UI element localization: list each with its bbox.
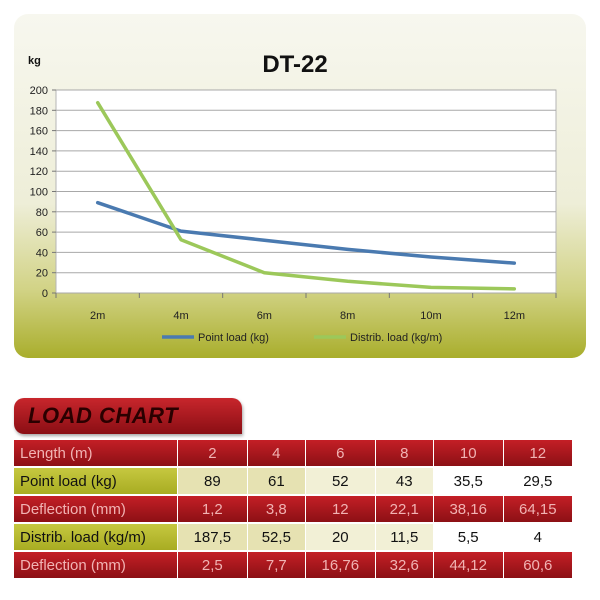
y-tick-label: 160 xyxy=(30,126,48,138)
table-cell: 6 xyxy=(305,440,376,466)
table-row: Point load (kg) 89 61 52 43 35,5 29,5 xyxy=(14,468,572,494)
chart-panel: DT-22 kg 0 20 40 60 80 100 120 140 160 180 200 2m 4m… xyxy=(14,14,586,358)
y-tick-label: 180 xyxy=(30,105,48,117)
y-tick-label: 80 xyxy=(36,207,48,219)
table-cell: 187,5 xyxy=(178,524,248,550)
chart-title: DT-22 xyxy=(262,51,327,78)
table-cell: 2 xyxy=(178,440,248,466)
y-tick-label: 140 xyxy=(30,146,48,158)
x-tick-label: 4m xyxy=(173,310,188,322)
table-cell: 20 xyxy=(305,524,376,550)
table-cell: 35,5 xyxy=(433,468,504,494)
table-cell: 32,6 xyxy=(375,552,434,578)
table-cell: 2,5 xyxy=(178,552,248,578)
table-cell: 12 xyxy=(503,440,572,466)
row-label: Deflection (mm) xyxy=(14,552,178,578)
table-cell: 52 xyxy=(305,468,376,494)
table-cell: 22,1 xyxy=(375,496,434,522)
table-cell: 29,5 xyxy=(503,468,572,494)
row-label: Length (m) xyxy=(14,440,178,466)
table-cell: 10 xyxy=(433,440,504,466)
y-tick-label: 100 xyxy=(30,187,48,199)
table-cell: 4 xyxy=(247,440,306,466)
y-tick-label: 200 xyxy=(30,85,48,97)
table-cell: 60,6 xyxy=(503,552,572,578)
row-label: Point load (kg) xyxy=(14,468,178,494)
x-tick-label: 10m xyxy=(420,310,441,322)
y-tick-label: 120 xyxy=(30,166,48,178)
legend-label-1: Point load (kg) xyxy=(198,332,269,344)
line-chart: DT-22 kg 0 20 40 60 80 100 120 140 160 180 200 2m 4m… xyxy=(28,51,557,344)
table-row: Deflection (mm) 2,5 7,7 16,76 32,6 44,12 60,6 xyxy=(14,552,572,578)
table-row: Deflection (mm) 1,2 3,8 12 22,1 38,16 64,15 xyxy=(14,496,572,522)
series-line-1 xyxy=(95,200,517,265)
load-chart-heading: LOAD CHART xyxy=(14,398,242,434)
table-cell: 89 xyxy=(178,468,248,494)
table-cell: 3,8 xyxy=(247,496,306,522)
table-cell: 43 xyxy=(375,468,434,494)
table-cell: 4 xyxy=(503,524,572,550)
y-tick-label: 20 xyxy=(36,268,48,280)
table-row: Distrib. load (kg/m) 187,5 52,5 20 11,5 5,5 4 xyxy=(14,524,572,550)
table-cell: 61 xyxy=(247,468,306,494)
load-chart-table: Length (m) 2 4 6 8 10 12 Point load (kg) 89 61 52 4… xyxy=(14,438,572,580)
y-tick-label: 0 xyxy=(42,288,48,300)
table-cell: 52,5 xyxy=(247,524,306,550)
table-cell: 38,16 xyxy=(433,496,504,522)
legend-label-2: Distrib. load (kg/m) xyxy=(350,332,442,344)
x-tick-label: 6m xyxy=(257,310,272,322)
y-tick-label: 40 xyxy=(36,247,48,259)
table-cell: 16,76 xyxy=(305,552,376,578)
table-cell: 5,5 xyxy=(433,524,504,550)
table-cell: 1,2 xyxy=(178,496,248,522)
y-axis-unit-label: kg xyxy=(28,55,41,67)
x-tick-label: 8m xyxy=(340,310,355,322)
row-label: Distrib. load (kg/m) xyxy=(14,524,178,550)
table-cell: 8 xyxy=(375,440,434,466)
series-line-2 xyxy=(95,100,517,291)
x-tick-label: 2m xyxy=(90,310,105,322)
row-label: Deflection (mm) xyxy=(14,496,178,522)
table-cell: 64,15 xyxy=(503,496,572,522)
table-cell: 44,12 xyxy=(433,552,504,578)
table-cell: 7,7 xyxy=(247,552,306,578)
y-tick-label: 60 xyxy=(36,227,48,239)
table-cell: 12 xyxy=(305,496,376,522)
x-tick-label: 12m xyxy=(504,310,525,322)
table-cell: 11,5 xyxy=(375,524,434,550)
table-row: Length (m) 2 4 6 8 10 12 xyxy=(14,440,572,466)
load-chart-heading-text: LOAD CHART xyxy=(28,403,179,428)
